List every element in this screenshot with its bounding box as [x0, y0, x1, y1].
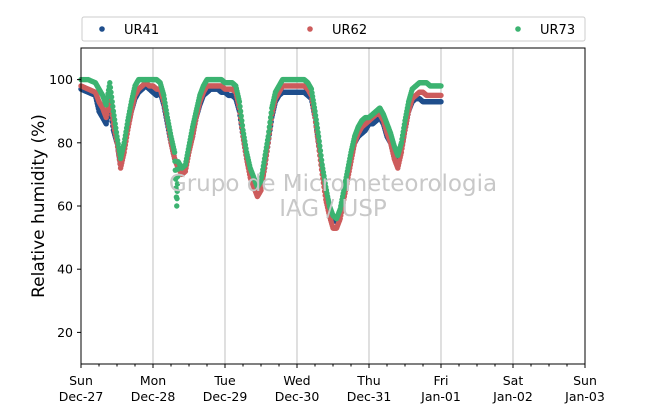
y-axis-label: Relative humidity (%) [29, 114, 49, 298]
data-point [266, 129, 272, 135]
data-point [237, 103, 243, 110]
x-tick-label-day-4: Thu [356, 373, 380, 388]
watermark-line-1: Grupo de Micrometeorologia [169, 171, 497, 197]
y-tick-label-3: 80 [57, 135, 73, 150]
data-point [438, 83, 444, 89]
x-axis: SunDec-27MonDec-28TueDec-29WedDec-30ThuD… [59, 364, 605, 404]
x-tick-label-date-6: Jan-02 [492, 389, 533, 404]
data-point [317, 148, 324, 154]
x-tick-label-day-2: Tue [213, 373, 236, 388]
x-tick-label-day-3: Wed [283, 373, 310, 388]
data-point [111, 116, 118, 123]
data-point [267, 119, 273, 125]
x-tick-label-date-0: Dec-27 [59, 389, 104, 404]
data-point [107, 80, 113, 86]
data-point [110, 103, 116, 110]
data-point [107, 84, 114, 91]
data-point [318, 157, 325, 163]
data-point [238, 113, 244, 119]
data-point [318, 152, 324, 159]
data-point [174, 181, 181, 187]
x-tick-label-day-5: Fri [434, 373, 449, 388]
y-tick-label-1: 40 [57, 262, 73, 277]
legend: UR41 UR62 UR73 [81, 16, 586, 42]
y-tick-label-4: 100 [49, 72, 73, 87]
data-point [268, 110, 274, 116]
x-tick-label-day-7: Sun [573, 373, 597, 388]
legend-label-UR73: UR73 [540, 23, 575, 38]
data-point [171, 149, 178, 155]
data-point [313, 116, 319, 123]
data-point [239, 122, 246, 129]
x-tick-label-date-3: Dec-30 [275, 389, 320, 404]
data-point [316, 138, 322, 144]
legend-frame [81, 16, 586, 42]
x-tick-label-day-0: Sun [69, 373, 93, 388]
data-point [438, 92, 444, 99]
data-point [237, 108, 244, 114]
x-tick-label-date-1: Dec-28 [131, 389, 176, 404]
data-points [78, 76, 444, 231]
watermark: Grupo de Micrometeorologia IAG / USP [169, 171, 497, 222]
legend-marker-UR73 [515, 26, 521, 32]
legend-label-UR62: UR62 [332, 23, 367, 38]
data-point [236, 99, 243, 105]
x-tick-label-date-5: Jan-01 [420, 389, 461, 404]
data-point [110, 108, 117, 114]
data-point [239, 117, 245, 124]
data-point [265, 133, 271, 140]
data-point [174, 188, 180, 194]
data-point [314, 125, 321, 131]
data-point [314, 121, 320, 127]
data-point [113, 125, 119, 131]
series-UR73 [78, 76, 444, 222]
x-tick-label-date-2: Dec-29 [203, 389, 248, 404]
data-point [112, 121, 118, 127]
data-point [108, 89, 114, 95]
data-point [312, 108, 318, 114]
data-point [109, 99, 115, 105]
data-point [175, 173, 181, 180]
data-point [315, 133, 322, 140]
y-axis: 20 40 60 80 100 [49, 72, 81, 340]
data-point [438, 99, 444, 105]
data-point [312, 112, 319, 119]
data-point [113, 129, 120, 135]
x-tick-label-date-7: Jan-03 [564, 389, 605, 404]
data-point [317, 143, 323, 149]
legend-marker-UR62 [307, 26, 313, 32]
data-point [174, 195, 180, 202]
data-point [174, 203, 180, 209]
data-point [267, 114, 274, 121]
data-point [315, 129, 321, 135]
data-point [266, 124, 273, 130]
watermark-line-2: IAG / USP [279, 196, 387, 222]
legend-label-UR41: UR41 [124, 23, 159, 38]
legend-marker-UR41 [99, 26, 105, 32]
data-point [111, 112, 117, 119]
x-tick-label-day-6: Sat [503, 373, 524, 388]
x-tick-label-date-4: Dec-31 [347, 389, 392, 404]
y-tick-label-0: 20 [57, 325, 73, 340]
data-point [108, 94, 115, 100]
x-tick-label-day-1: Mon [140, 373, 166, 388]
y-tick-label-2: 60 [57, 199, 73, 214]
